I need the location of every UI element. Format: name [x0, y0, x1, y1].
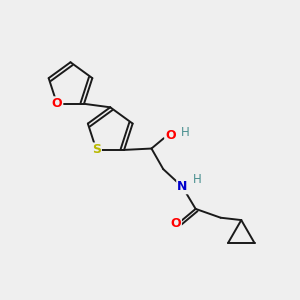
Text: O: O: [170, 217, 181, 230]
Text: O: O: [165, 129, 176, 142]
Text: H: H: [181, 126, 190, 139]
Text: O: O: [52, 97, 62, 110]
Text: N: N: [177, 180, 188, 193]
Text: S: S: [92, 143, 101, 156]
Text: H: H: [193, 173, 202, 186]
